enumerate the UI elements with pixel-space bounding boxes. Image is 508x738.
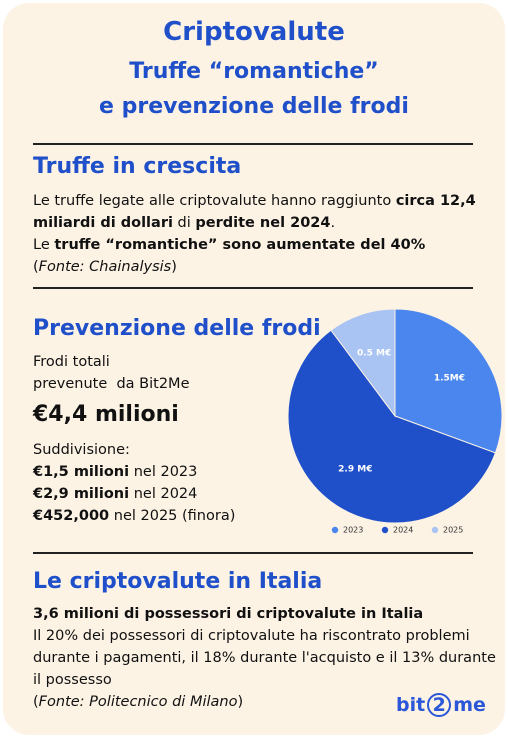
text: perdite nel 2024 — [195, 215, 331, 231]
text: prevenute da Bit2Me — [33, 376, 190, 392]
logo-text: bit — [396, 694, 426, 716]
text: ( — [33, 694, 39, 710]
text: circa 12,4 miliardi di dollari — [33, 193, 476, 231]
value-label: 1.5M€ — [434, 374, 465, 384]
breakdown: €1,5 milioni nel 2023 €2,9 milioni nel 2… — [33, 461, 235, 527]
paragraph: 3,6 milioni di possessori di criptovalut… — [33, 603, 501, 713]
text: Le — [33, 237, 55, 253]
legend-marker — [431, 526, 439, 534]
legend-marker — [331, 526, 339, 534]
legend-label: 2023 — [343, 526, 363, 535]
amount: €1,5 milioni — [33, 464, 130, 480]
subtitle: e prevenzione delle frodi — [99, 94, 409, 119]
pie-chart: 1.5M€ 2.9 M€ 0.5 M€ 2023 2024 2025 — [287, 308, 503, 535]
title: Criptovalute — [163, 17, 345, 47]
logo-text: 2 — [427, 693, 452, 717]
paragraph: Le truffe legate alle criptovalute hanno… — [33, 190, 495, 278]
text: Il 20% dei possessori di criptovalute ha… — [33, 628, 496, 688]
text: nel 2024 — [129, 486, 198, 502]
infographic: Criptovalute Truffe “romantiche” e preve… — [3, 3, 505, 735]
divider — [33, 552, 473, 554]
source: Fonte: Politecnico di Milano — [38, 694, 238, 710]
text: Le truffe legate alle criptovalute hanno… — [33, 193, 396, 209]
text: 3,6 milioni di possessori di criptovalut… — [33, 606, 424, 622]
pie-slice — [287, 329, 497, 524]
source: Fonte: Chainalysis — [38, 259, 172, 275]
subtitle: Truffe “romantiche” — [129, 59, 379, 84]
section-heading: Le criptovalute in Italia — [33, 569, 323, 594]
legend-label: 2024 — [393, 526, 413, 535]
text: ( — [33, 259, 39, 275]
text: . — [330, 215, 336, 231]
text: nel 2023 — [129, 464, 198, 480]
section-heading: Truffe in crescita — [33, 154, 242, 179]
value-label: 2.9 M€ — [338, 465, 372, 475]
text: truffe “romantiche” sono aumentate del 4… — [54, 237, 426, 253]
total: €4,4 milioni — [33, 402, 179, 427]
pie-slice — [394, 308, 503, 454]
amount: €452,000 — [33, 508, 110, 524]
text: Frodi totali — [33, 354, 110, 370]
text: ) — [237, 694, 244, 710]
pie-slice — [330, 308, 396, 418]
text: nel 2025 (finora) — [109, 508, 236, 524]
legend-marker — [381, 526, 389, 534]
logo-text: me — [453, 694, 486, 716]
amount: €2,9 milioni — [33, 486, 130, 502]
text: ) — [171, 259, 177, 275]
value-label: 0.5 M€ — [357, 349, 391, 359]
divider — [33, 287, 473, 289]
legend-label: 2025 — [443, 526, 463, 535]
divider — [33, 143, 473, 145]
text: di — [172, 215, 196, 231]
logo: bit 2 me — [396, 693, 486, 717]
text: Suddivisione: — [33, 442, 130, 458]
section-heading: Prevenzione delle frodi — [33, 316, 321, 341]
